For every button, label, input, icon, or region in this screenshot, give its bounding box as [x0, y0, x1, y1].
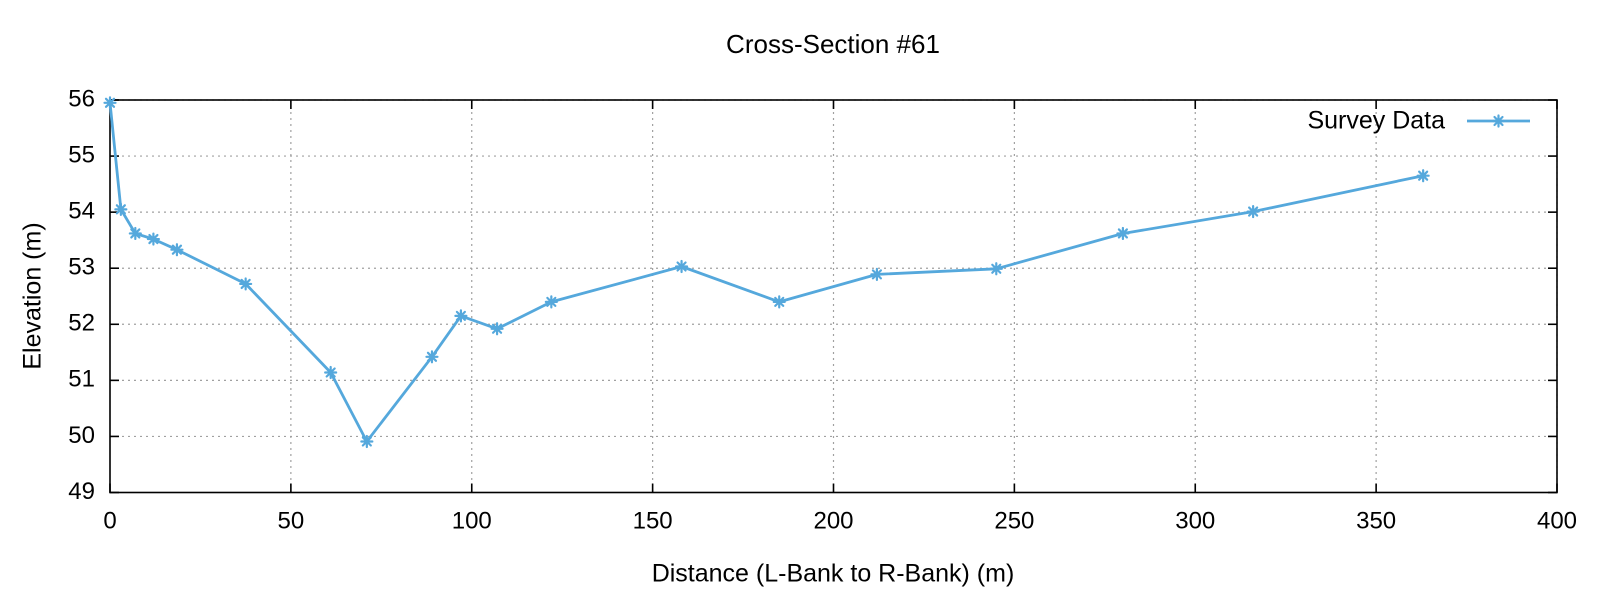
data-point-marker	[1246, 204, 1260, 219]
data-point-marker	[239, 277, 253, 291]
data-point-marker	[128, 226, 142, 241]
data-point-marker	[114, 202, 128, 216]
data-point-marker	[103, 96, 117, 110]
x-tick-label: 150	[633, 507, 673, 534]
x-tick-label: 350	[1356, 507, 1396, 534]
data-point-marker	[454, 309, 468, 323]
y-tick-label: 49	[68, 478, 95, 505]
data-point-marker	[490, 322, 504, 336]
y-tick-label: 54	[68, 197, 95, 224]
data-point-marker	[146, 232, 161, 246]
y-tick-label: 53	[68, 254, 95, 281]
y-tick-label: 50	[68, 422, 95, 449]
data-point-marker	[544, 295, 558, 309]
y-tick-label: 52	[68, 310, 95, 337]
legend-marker-icon	[1491, 114, 1506, 128]
data-point-marker	[989, 262, 1003, 276]
y-tick-label: 55	[68, 141, 95, 168]
x-tick-label: 300	[1175, 507, 1215, 534]
y-tick-label: 56	[68, 85, 95, 112]
data-point-marker	[170, 243, 184, 257]
y-axis-label: Elevation (m)	[19, 222, 47, 369]
y-tick-label: 51	[68, 366, 95, 393]
x-tick-label: 200	[813, 507, 853, 534]
x-axis-label: Distance (L-Bank to R-Bank) (m)	[652, 560, 1015, 588]
data-point-marker	[1116, 226, 1130, 241]
x-tick-label: 50	[278, 507, 305, 534]
x-tick-label: 0	[103, 507, 116, 534]
x-tick-label: 400	[1537, 507, 1577, 534]
data-point-marker	[1416, 169, 1430, 183]
legend-label: Survey Data	[1307, 107, 1445, 135]
data-point-marker	[772, 295, 786, 309]
x-tick-label: 250	[994, 507, 1034, 534]
data-point-marker	[324, 365, 338, 380]
data-point-marker	[360, 434, 374, 449]
plot-border	[109, 99, 1558, 494]
data-point-marker	[425, 350, 439, 364]
x-tick-label: 100	[452, 507, 492, 534]
data-point-marker	[674, 259, 689, 274]
chart-title: Cross-Section #61	[726, 29, 940, 59]
data-point-marker	[870, 267, 884, 281]
